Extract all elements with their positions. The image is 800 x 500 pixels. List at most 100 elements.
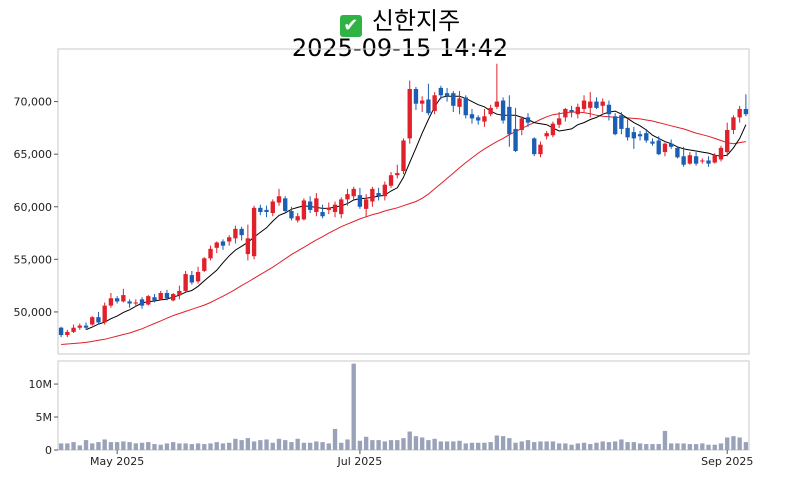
volume-bar (612, 441, 618, 450)
volume-bar (544, 441, 549, 450)
candle-body (619, 115, 624, 129)
candle-body (58, 327, 64, 336)
volume-bar (488, 442, 493, 450)
volume-bar (687, 444, 693, 450)
candle-body (77, 325, 82, 328)
check-icon: ✔ (339, 15, 362, 37)
candle-body (326, 207, 331, 210)
candle-body (507, 106, 512, 135)
volume-bar (370, 440, 375, 450)
volume-bar (202, 444, 207, 450)
price-tick-label: 50,000 (14, 306, 53, 319)
volume-bar (731, 436, 736, 450)
candle-body (581, 100, 587, 109)
volume-bar (239, 440, 244, 450)
volume-bar (706, 444, 711, 450)
volume-bar (693, 444, 699, 450)
candle-body (146, 296, 151, 305)
candle-body (544, 133, 549, 137)
price-tick-label: 70,000 (14, 96, 53, 109)
candle-body (731, 117, 736, 130)
volume-bar (307, 442, 313, 450)
volume-bar (532, 442, 537, 450)
volume-bar (737, 437, 742, 450)
candle-body (488, 107, 493, 115)
candle-body (457, 98, 462, 107)
volume-bar (102, 439, 107, 450)
candle-body (314, 198, 319, 213)
volume-bar (233, 438, 238, 450)
candle-body (438, 87, 444, 96)
volume-bar (139, 442, 145, 450)
volume-bar (158, 444, 163, 450)
volume-bar (600, 441, 605, 450)
candle-body (656, 140, 661, 155)
volume-bar (96, 442, 101, 450)
candle-body (289, 210, 294, 219)
volume-bar (276, 438, 282, 450)
candle-body (388, 175, 394, 186)
volume-bar (401, 438, 406, 450)
candle-body (127, 301, 132, 304)
candle-body (401, 140, 406, 171)
volume-bar (146, 442, 151, 450)
candle-body (700, 160, 705, 162)
volume-bar (189, 444, 195, 450)
x-tick-label: Jul 2025 (337, 455, 383, 468)
candle-body (301, 200, 307, 220)
volume-bar (152, 444, 157, 450)
candle-body (563, 108, 568, 118)
volume-bar (482, 442, 487, 450)
volume-bar (220, 443, 226, 450)
volume-bar (594, 442, 599, 450)
candle-body (332, 204, 338, 213)
candle-body (426, 99, 431, 114)
volume-bar (662, 430, 668, 450)
candle-body (376, 193, 381, 197)
candle-body (687, 155, 693, 164)
volume-bar (538, 441, 543, 450)
volume-bar (164, 443, 170, 450)
volume-bar (606, 442, 612, 450)
candle-body (339, 199, 344, 215)
volume-bar (413, 436, 419, 450)
volume-bar (289, 442, 294, 450)
candle-body (444, 93, 450, 97)
volume-bar (507, 438, 512, 450)
volume-bar (133, 443, 138, 450)
long-moving-average-line (61, 111, 746, 345)
volume-bar (227, 442, 232, 450)
volume-bar (251, 441, 257, 450)
candle-body (625, 127, 630, 138)
candle-body (283, 198, 288, 211)
candle-body (90, 317, 95, 325)
volume-bar (619, 439, 624, 450)
candle-body (258, 207, 263, 213)
volume-bar (121, 441, 126, 450)
volume-bar (513, 442, 518, 450)
candle-body (588, 101, 593, 108)
candle-body (208, 248, 213, 259)
candle-body (494, 101, 500, 107)
volume-bar (637, 443, 643, 450)
volume-tick-label: 10M (29, 378, 53, 391)
chart-title: ✔ 신한지주 (0, 1, 800, 37)
candle-body (606, 104, 612, 115)
volume-bar (463, 443, 468, 450)
candle-body (382, 184, 388, 197)
candle-body (712, 155, 717, 163)
volume-bar (519, 441, 524, 450)
volume-bar (407, 431, 412, 450)
candle-body (108, 298, 114, 306)
volume-bar (650, 444, 655, 450)
candle-body (532, 138, 537, 155)
candle-body (675, 147, 680, 158)
candle-body (233, 228, 238, 239)
volume-tick-label: 0 (45, 444, 52, 457)
candle-body (71, 327, 76, 332)
volume-bar (170, 442, 176, 450)
volume-bar (177, 443, 182, 450)
volume-bar (644, 444, 649, 450)
volume-bar (500, 436, 506, 450)
